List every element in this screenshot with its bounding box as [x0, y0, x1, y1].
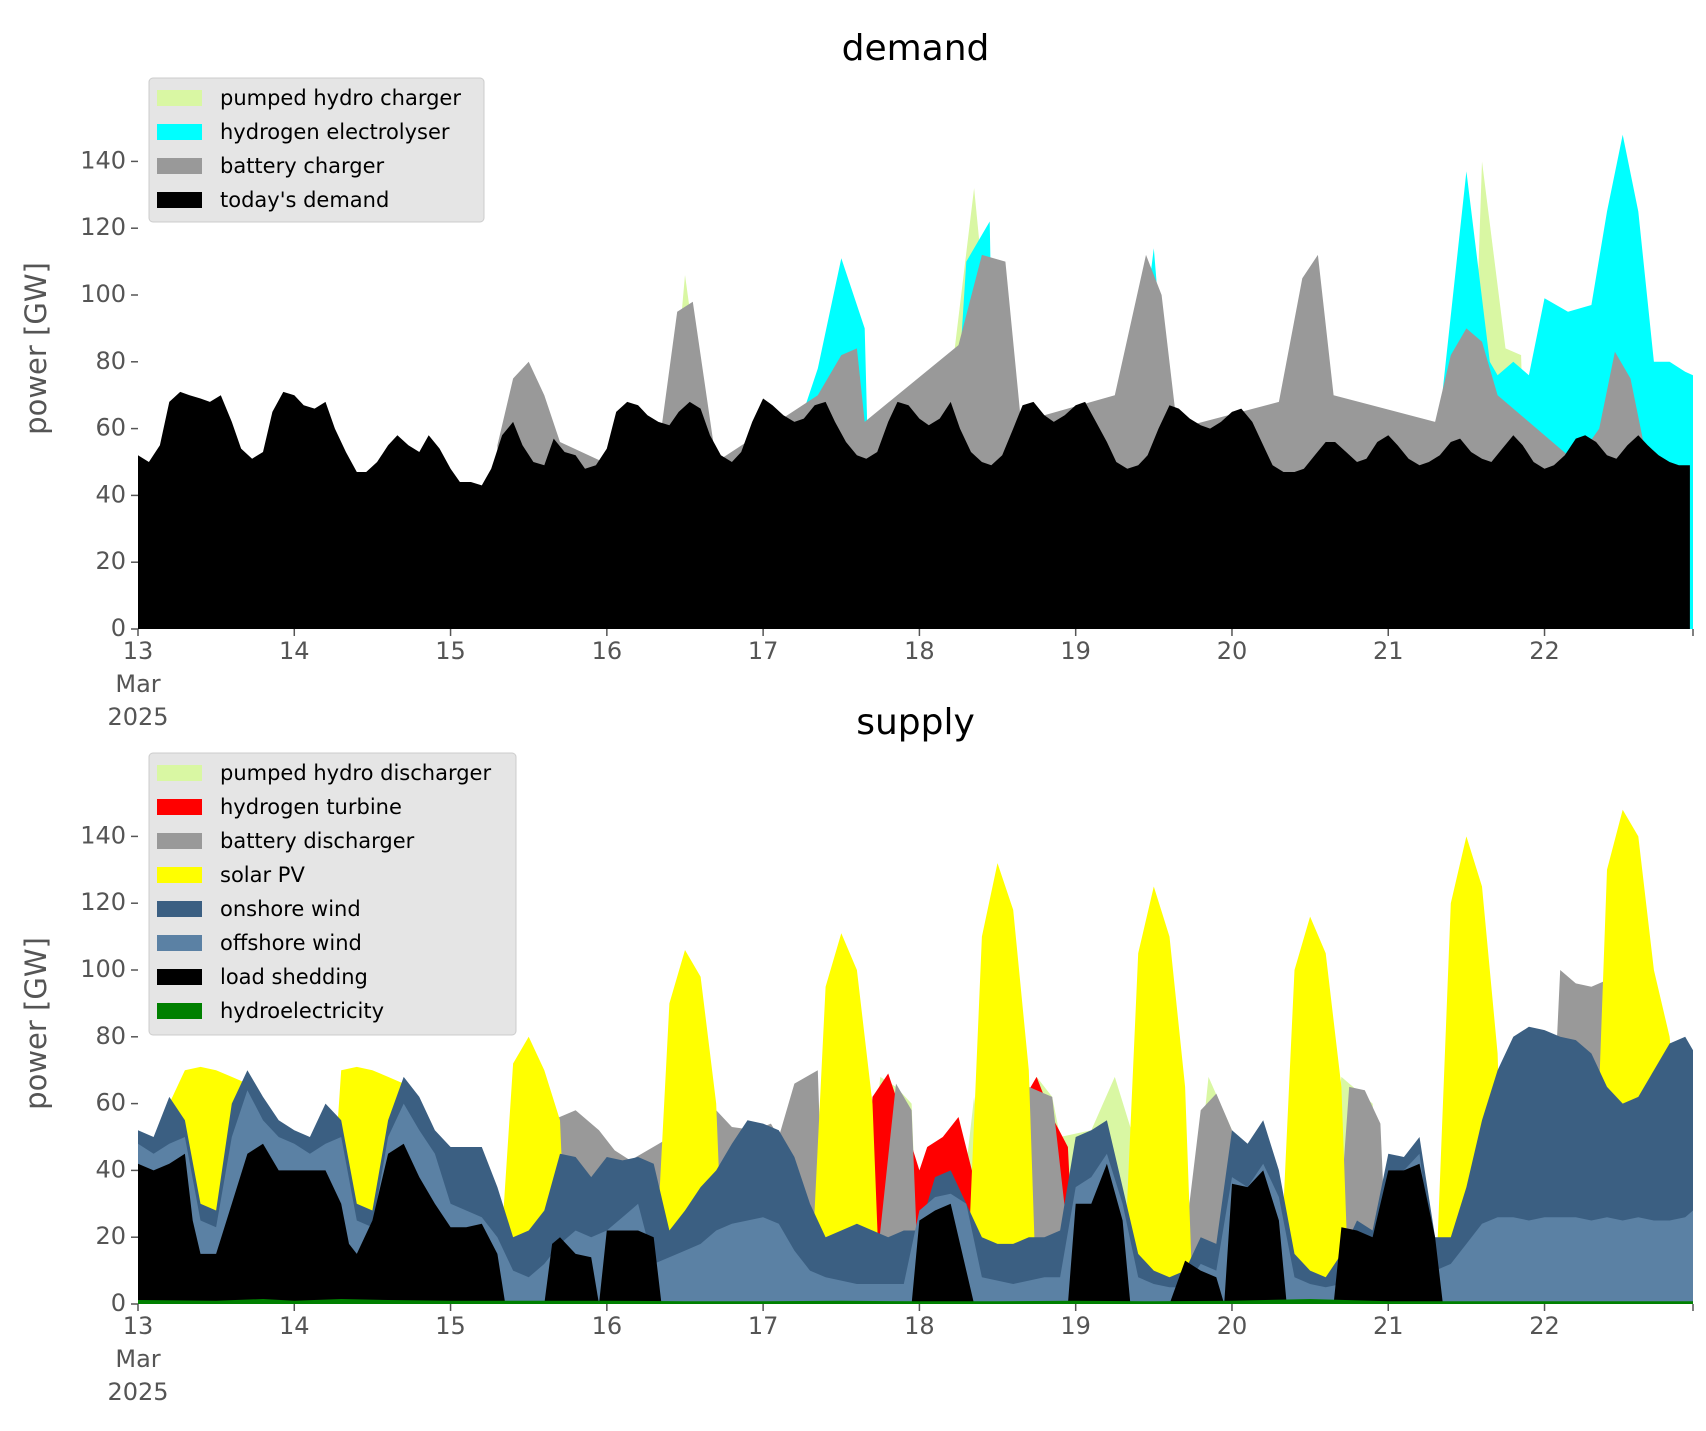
y-tick-label: 80	[95, 347, 126, 375]
series-areas	[138, 809, 1693, 1304]
y-axis: 0 20 40 60 80 100 120 140 power [GW]	[19, 821, 138, 1317]
y-tick-label: 100	[80, 955, 126, 983]
x-tick-label: 16	[592, 637, 623, 665]
legend-label: offshore wind	[220, 931, 362, 955]
x-tick-sublabel: 2025	[107, 1378, 168, 1406]
legend-label: pumped hydro discharger	[220, 761, 491, 785]
series-area-onshore-wind	[138, 1026, 1693, 1304]
x-tick-label: 20	[1217, 637, 1248, 665]
legend-label: today's demand	[220, 188, 389, 212]
legend-label: onshore wind	[220, 897, 361, 921]
x-tick-label: 21	[1373, 637, 1404, 665]
legend-label: battery charger	[220, 154, 385, 178]
y-tick-label: 60	[95, 414, 126, 442]
y-tick-label: 60	[95, 1089, 126, 1117]
series-area-load-shedding	[138, 1143, 1693, 1304]
legend-label: load shedding	[220, 965, 368, 989]
legend: pumped hydro discharger hydrogen turbine b…	[148, 752, 517, 1036]
series-area-hydroelectricity	[138, 1299, 1693, 1304]
x-tick-label: 22	[1529, 637, 1560, 665]
x-tick-label: 13	[123, 1312, 154, 1340]
x-tick-label: 19	[1060, 1312, 1091, 1340]
y-tick-label: 120	[80, 888, 126, 916]
panel-title: demand	[842, 28, 990, 69]
legend: pumped hydro charger hydrogen electrolyse…	[148, 77, 485, 223]
legend-swatch	[157, 901, 202, 917]
chart-supply: supply 0 20 40 60 80 100 120 140 power [GW] 13 Mar 2…	[19, 702, 1694, 1406]
series-areas	[138, 134, 1693, 629]
legend-label: hydroelectricity	[220, 999, 384, 1023]
x-tick-label: 22	[1529, 1312, 1560, 1340]
x-tick-sublabel: Mar	[115, 670, 160, 698]
y-axis-label: power [GW]	[19, 937, 53, 1110]
x-tick-label: 15	[435, 1312, 466, 1340]
series-area-today-s-demand	[138, 391, 1690, 629]
legend-swatch	[157, 1003, 202, 1019]
legend-label: pumped hydro charger	[220, 86, 461, 110]
y-tick-label: 40	[95, 480, 126, 508]
x-tick-label: 16	[592, 1312, 623, 1340]
x-tick-label: 18	[904, 637, 935, 665]
x-tick-label: 19	[1060, 637, 1091, 665]
legend-swatch	[157, 124, 202, 140]
legend-swatch	[157, 765, 202, 781]
legend-swatch	[157, 799, 202, 815]
x-tick-label: 17	[748, 1312, 779, 1340]
y-axis: 0 20 40 60 80 100 120 140 power [GW]	[19, 146, 138, 642]
x-tick-label: 14	[279, 637, 310, 665]
legend-label: battery discharger	[220, 829, 415, 853]
y-tick-label: 0	[111, 1289, 126, 1317]
x-tick-label: 21	[1373, 1312, 1404, 1340]
x-tick-sublabel: Mar	[115, 1345, 160, 1373]
legend-label: hydrogen electrolyser	[220, 120, 450, 144]
y-tick-label: 80	[95, 1022, 126, 1050]
legend-swatch	[157, 158, 202, 174]
y-tick-label: 20	[95, 1222, 126, 1250]
legend-label: solar PV	[220, 863, 305, 887]
legend-swatch	[157, 969, 202, 985]
x-tick-label: 14	[279, 1312, 310, 1340]
legend-swatch	[157, 833, 202, 849]
legend-box	[148, 752, 517, 1036]
legend-box	[148, 77, 485, 223]
legend-label: hydrogen turbine	[220, 795, 402, 819]
legend-swatch	[157, 90, 202, 106]
y-tick-label: 140	[80, 821, 126, 849]
y-tick-label: 0	[111, 614, 126, 642]
x-axis: 13 Mar 2025 14 15 16 17 18 19 20 21 22	[107, 1304, 1694, 1406]
x-tick-sublabel: 2025	[107, 703, 168, 731]
x-tick-label: 20	[1217, 1312, 1248, 1340]
y-tick-label: 20	[95, 547, 126, 575]
legend-swatch	[157, 192, 202, 208]
y-tick-label: 140	[80, 146, 126, 174]
panel-title: supply	[856, 702, 975, 743]
x-axis: 13 Mar 2025 14 15 16 17 18 19 20 21 22	[107, 629, 1694, 731]
legend-swatch	[157, 867, 202, 883]
legend-swatch	[157, 935, 202, 951]
y-axis-label: power [GW]	[19, 262, 53, 435]
y-tick-label: 120	[80, 213, 126, 241]
x-tick-label: 15	[435, 637, 466, 665]
x-tick-label: 17	[748, 637, 779, 665]
series-area-hydrogen-turbine	[138, 1073, 1693, 1304]
y-tick-label: 40	[95, 1155, 126, 1183]
chart-demand: demand 0 20 40 60 80 100 120 140 power [GW] 13 Mar 2…	[19, 28, 1694, 731]
x-tick-label: 18	[904, 1312, 935, 1340]
series-area-solar-pv	[138, 809, 1693, 1304]
y-tick-label: 100	[80, 280, 126, 308]
x-tick-label: 13	[123, 637, 154, 665]
